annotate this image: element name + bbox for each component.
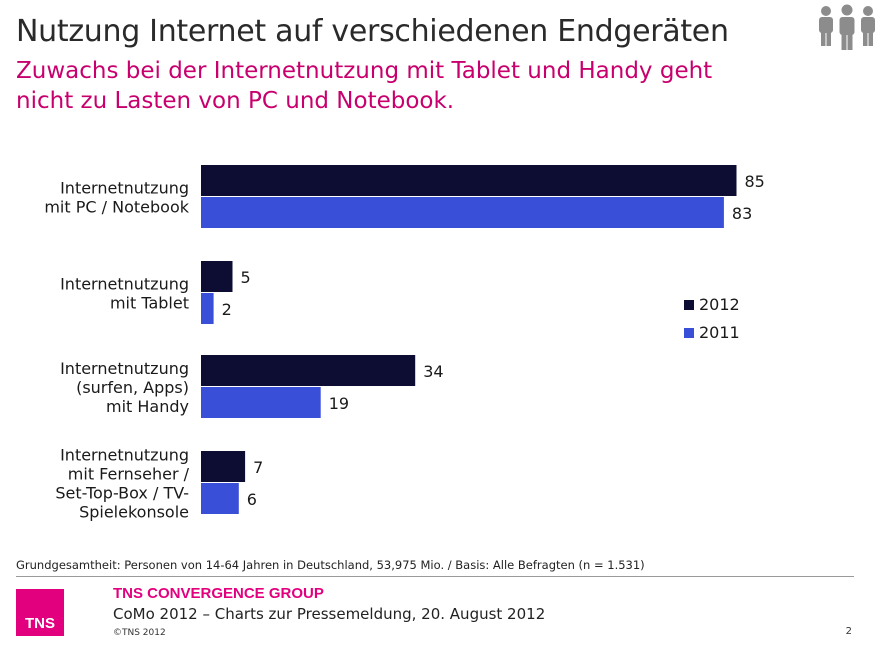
data-label: 19	[329, 394, 349, 413]
footer-divider	[16, 576, 854, 577]
page-title: Nutzung Internet auf verschiedenen Endge…	[16, 14, 729, 49]
footnote: Grundgesamtheit: Personen von 14-64 Jahr…	[16, 558, 645, 572]
people-group-icon	[819, 4, 875, 50]
data-label: 2	[222, 300, 232, 319]
legend-label: 2011	[699, 323, 740, 342]
category-label: (surfen, Apps)	[76, 378, 189, 397]
bar-2011	[201, 197, 724, 228]
legend-label: 2012	[699, 295, 740, 314]
press-release-line: CoMo 2012 – Charts zur Pressemeldung, 20…	[113, 605, 546, 623]
category-label: Internetnutzung	[60, 179, 189, 198]
company-name: TNS CONVERGENCE GROUP	[113, 585, 324, 602]
category-label: Internetnutzung	[60, 275, 189, 294]
copyright: ©TNS 2012	[113, 628, 166, 638]
bar-2011	[201, 387, 321, 418]
category-label: mit Handy	[106, 397, 189, 416]
category-label: mit PC / Notebook	[44, 198, 189, 217]
data-label: 34	[423, 362, 443, 381]
subtitle-line-2: nicht zu Lasten von PC und Notebook.	[16, 88, 455, 114]
tns-logo: TNS	[16, 589, 64, 636]
page-subtitle: Zuwachs bei der Internetnutzung mit Tabl…	[16, 56, 796, 116]
bar-2012	[201, 451, 246, 482]
category-label: Internetnutzung	[60, 446, 189, 465]
bar-2011	[201, 293, 214, 324]
logo-text: TNS	[25, 615, 55, 632]
data-label: 7	[253, 458, 263, 477]
bar-2011	[201, 483, 239, 514]
bar-2012	[201, 355, 416, 386]
category-label: mit Fernseher /	[68, 465, 190, 484]
category-label: mit Tablet	[110, 294, 189, 313]
category-label: Set-Top-Box / TV-	[55, 484, 189, 503]
page-number: 2	[845, 626, 852, 637]
data-label: 6	[247, 490, 257, 509]
category-label: Internetnutzung	[60, 359, 189, 378]
data-label: 83	[732, 204, 752, 223]
legend-swatch-2011	[684, 328, 694, 338]
bar-2012	[201, 261, 233, 292]
subtitle-line-1: Zuwachs bei der Internetnutzung mit Tabl…	[16, 58, 713, 84]
category-label: Spielekonsole	[79, 503, 189, 522]
data-label: 85	[745, 172, 765, 191]
legend-swatch-2012	[684, 300, 694, 310]
bar-2012	[201, 165, 737, 196]
data-label: 5	[241, 268, 251, 287]
